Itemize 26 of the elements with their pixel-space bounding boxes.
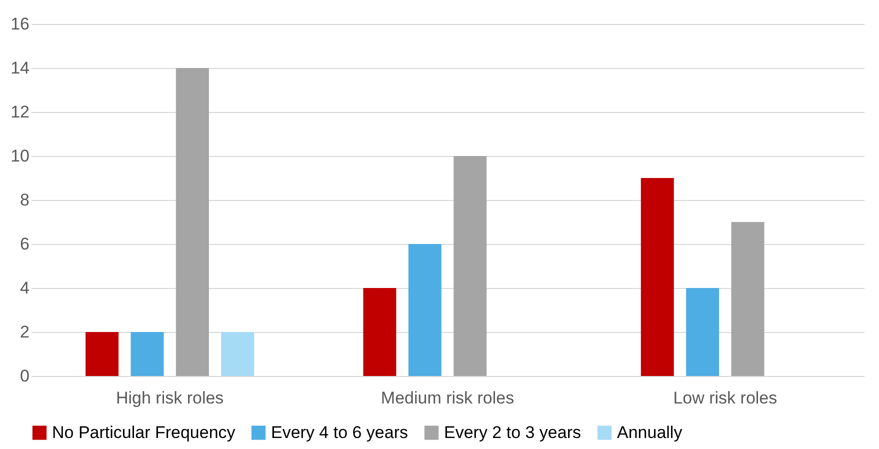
legend-label: No Particular Frequency [52,422,236,442]
y-tick-label: 8 [20,190,30,210]
bar [363,288,396,376]
x-tick-label: Low risk roles [673,388,778,408]
bar [686,288,720,376]
legend-label: Every 4 to 6 years [271,422,408,442]
bar [221,332,254,376]
bar [408,244,442,376]
x-tick-label: High risk roles [116,388,224,408]
legend-label: Annually [617,422,683,442]
y-tick-label: 6 [20,234,30,254]
x-tick-label: Medium risk roles [380,388,514,408]
y-tick-label: 12 [10,102,30,122]
y-tick-label: 4 [20,278,30,298]
y-tick-label: 16 [10,14,30,34]
bar [86,332,119,376]
bar [454,156,487,376]
y-tick-label: 10 [10,146,30,166]
y-tick-label: 14 [10,58,30,78]
bar [176,68,209,376]
bar [640,178,674,376]
legend-label: Every 2 to 3 years [444,422,582,442]
bar [731,222,764,376]
bar [130,332,164,376]
y-tick-label: 2 [20,322,30,342]
y-tick-label: 0 [20,366,30,386]
